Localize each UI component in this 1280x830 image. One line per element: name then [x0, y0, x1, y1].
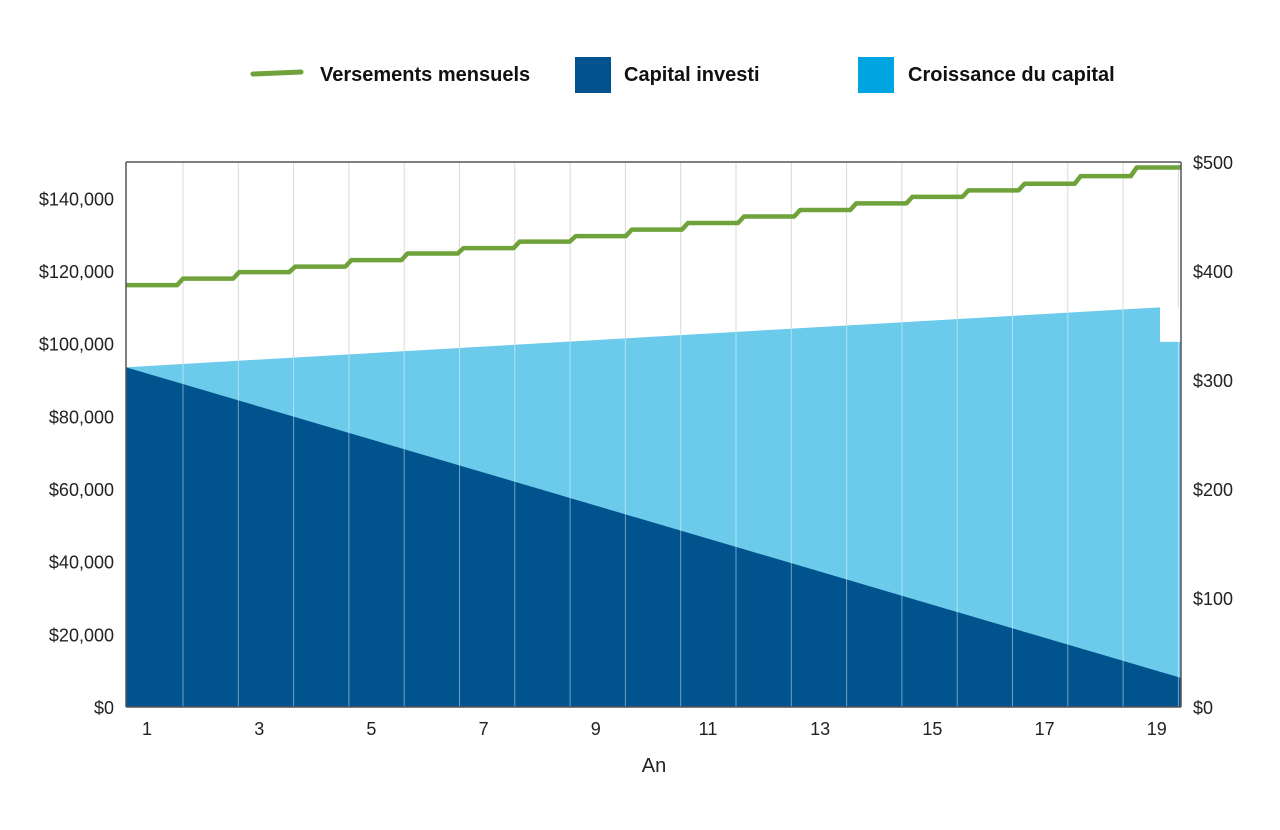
line-layer	[126, 165, 1181, 288]
y-right-tick-label: $500	[1193, 153, 1233, 173]
y-left-tick-label: $120,000	[39, 262, 114, 282]
y-right-tick-label: $300	[1193, 371, 1233, 391]
y-right-tick-label: $200	[1193, 480, 1233, 500]
x-tick-label: 11	[699, 719, 718, 739]
y-left-tick-label: $140,000	[39, 189, 114, 209]
y-left-tick-label: $60,000	[49, 480, 114, 500]
x-tick-label: 1	[142, 719, 152, 739]
y-left-tick-label: $80,000	[49, 407, 114, 427]
legend-line-swatch	[250, 69, 304, 77]
area-capital-investi	[126, 367, 1181, 707]
y-left-tick-label: $0	[94, 698, 114, 718]
legend-label-versements: Versements mensuels	[320, 64, 530, 86]
y-right-tick-label: $100	[1193, 589, 1233, 609]
axis-layer: $0 $20,000 $40,000 $60,000 $80,000 $100,000 $1…	[39, 153, 1233, 739]
x-tick-label: 5	[366, 719, 376, 739]
area-layer	[126, 307, 1181, 707]
x-tick-label: 19	[1147, 719, 1167, 739]
y-left-tick-label: $40,000	[49, 553, 114, 573]
legend-label-croissance: Croissance du capital	[908, 64, 1115, 86]
legend-swatch-capital	[575, 57, 611, 93]
x-tick-label: 9	[591, 719, 601, 739]
legend: Versements mensuels Capital investi Croiss…	[250, 57, 1115, 93]
x-tick-label: 15	[922, 719, 942, 739]
y-left-tick-label: $20,000	[49, 625, 114, 645]
grid-layer	[182, 162, 1179, 707]
line-versements-mensuels	[126, 165, 1181, 288]
x-axis-title: An	[642, 755, 666, 777]
x-tick-label: 3	[254, 719, 264, 739]
legend-label-capital: Capital investi	[624, 64, 760, 86]
x-tick-label: 17	[1035, 719, 1055, 739]
x-tick-label: 13	[810, 719, 830, 739]
x-tick-label: 7	[479, 719, 489, 739]
legend-swatch-croissance	[858, 57, 894, 93]
y-right-tick-label: $0	[1193, 698, 1213, 718]
y-right-tick-label: $400	[1193, 262, 1233, 282]
y-left-tick-label: $100,000	[39, 335, 114, 355]
